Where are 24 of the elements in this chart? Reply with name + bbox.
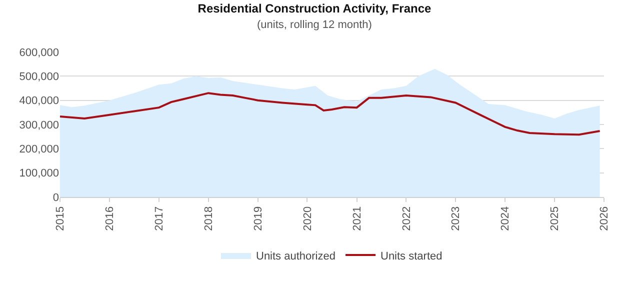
y-tick-label: 500,000 [19,71,59,84]
line-series [60,92,601,136]
x-tick-label: 2026 [598,206,611,231]
y-tick-label: 400,000 [19,95,59,108]
legend-label: Units started [380,250,442,262]
y-tick-label: 300,000 [19,119,59,132]
x-tick-label: 2024 [500,206,512,231]
legend-label: Units authorized [256,250,336,262]
y-tick-label: 100,000 [19,168,59,180]
x-tick-label: 2023 [450,206,462,231]
x-tick-label: 2017 [154,206,166,231]
x-tick-label: 2019 [252,206,264,231]
x-tick-label: 2015 [54,206,67,231]
y-tick-label: 200,000 [19,144,59,156]
x-tick-label: 2016 [104,206,116,231]
x-tick-label: 2022 [400,206,413,231]
chart-title: Residential Construction Activity, France [198,2,432,16]
x-tick-label: 2018 [202,206,215,231]
x-tick-label: 2025 [549,206,562,231]
x-tick-label: 2021 [351,206,364,231]
y-tick-label: 600,000 [19,46,59,59]
y-tick-label: 0 [52,192,59,204]
chart-subtitle: (units, rolling 12 month) [257,19,372,32]
x-tick-label: 2020 [302,206,314,231]
